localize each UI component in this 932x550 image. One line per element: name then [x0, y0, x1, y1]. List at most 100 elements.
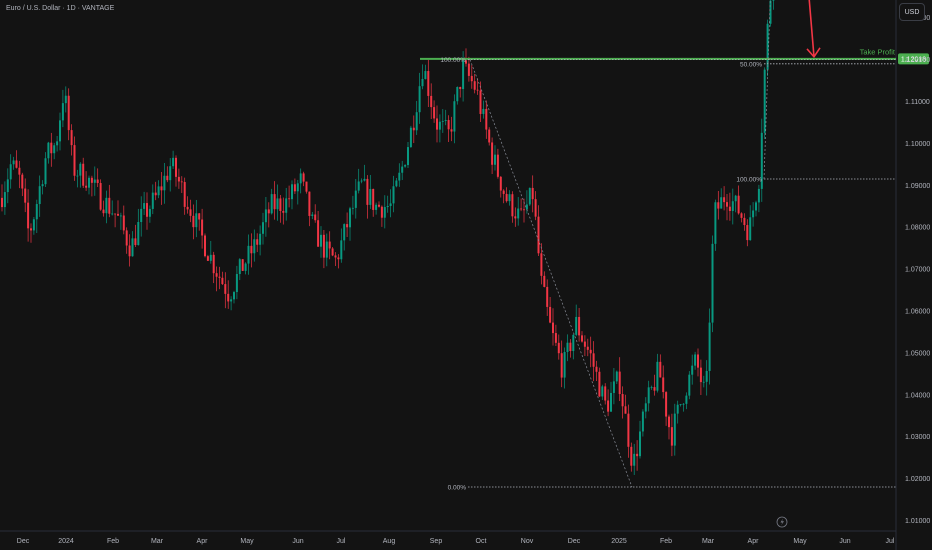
y-tick-label: 1.06000 — [905, 309, 930, 316]
candle-body — [644, 403, 647, 412]
candle-body — [299, 173, 302, 184]
candle-body — [337, 257, 340, 260]
x-tick-label: Aug — [383, 538, 396, 545]
candle-body — [32, 219, 35, 231]
candle-body — [233, 292, 235, 300]
candle-body — [612, 381, 615, 393]
candle-body — [462, 60, 465, 90]
candle-body — [650, 387, 653, 388]
candle-body — [146, 203, 148, 217]
candle-body — [343, 224, 346, 241]
candle-body — [552, 322, 554, 334]
candle-body — [209, 254, 212, 261]
candle-body — [160, 186, 163, 191]
fib-trend-line — [469, 59, 633, 488]
candle-body — [76, 175, 79, 177]
candle-body — [543, 275, 546, 287]
candle-body — [320, 234, 322, 247]
candle-body — [349, 208, 351, 228]
candle-body — [421, 79, 424, 87]
candle-body — [467, 63, 470, 76]
candle-body — [224, 284, 227, 294]
candle-body — [340, 240, 343, 260]
candle-body — [18, 167, 21, 175]
candle-body — [198, 213, 201, 220]
candle-body — [221, 277, 224, 285]
candle-body — [372, 188, 375, 210]
candle-body — [276, 198, 279, 210]
candlestick-series — [1, 0, 775, 475]
candle-body — [134, 238, 137, 246]
candle-body — [395, 180, 398, 187]
candle-body — [685, 395, 688, 404]
candle-body — [1, 197, 3, 208]
candle-body — [575, 316, 578, 335]
x-tick-label: Apr — [197, 538, 209, 545]
candle-body — [766, 23, 769, 70]
candle-body — [27, 202, 30, 229]
candle-body — [383, 207, 386, 218]
y-tick-label: 1.05000 — [905, 350, 930, 357]
candle-body — [143, 203, 146, 209]
candle-body — [595, 366, 598, 372]
candle-body — [163, 175, 166, 191]
candle-body — [560, 353, 563, 378]
x-tick-label: Feb — [660, 538, 672, 545]
candle-body — [12, 160, 15, 165]
candle-body — [734, 195, 737, 202]
candle-body — [15, 160, 18, 168]
candle-body — [772, 0, 775, 1]
candle-body — [354, 190, 357, 208]
x-tick-label: Apr — [748, 538, 760, 545]
candle-body — [697, 354, 699, 368]
candle-body — [569, 342, 572, 352]
candle-body — [366, 178, 369, 205]
candle-body — [728, 206, 731, 211]
candle-body — [444, 120, 447, 121]
candle-body — [253, 239, 256, 254]
candle-body — [427, 71, 430, 96]
candle-body — [659, 361, 662, 378]
candle-body — [311, 214, 314, 216]
candle-body — [206, 256, 209, 261]
candle-body — [192, 215, 195, 228]
candle-body — [726, 202, 728, 207]
y-tick-label: 1.10000 — [905, 141, 930, 148]
candle-body — [151, 192, 154, 209]
take-profit-price: 1.12018 — [901, 56, 926, 63]
y-tick-label: 1.02000 — [905, 476, 930, 483]
candle-body — [554, 333, 557, 343]
candle-body — [752, 210, 755, 218]
candle-body — [705, 370, 708, 382]
candle-body — [102, 209, 105, 214]
candle-body — [746, 225, 749, 241]
candle-body — [9, 164, 12, 180]
y-tick-label: 1.09000 — [905, 183, 930, 190]
candle-body — [641, 411, 644, 432]
candle-body — [85, 185, 88, 188]
candle-body — [633, 453, 636, 466]
candle-body — [618, 371, 621, 395]
x-tick-label: 2024 — [58, 538, 74, 545]
candle-body — [378, 204, 380, 207]
candle-body — [407, 147, 409, 166]
currency-button[interactable]: USD — [899, 3, 925, 21]
candle-body — [717, 202, 720, 209]
candle-body — [73, 145, 76, 176]
candle-body — [494, 154, 496, 165]
candle-body — [93, 179, 96, 183]
candle-body — [166, 175, 169, 181]
candle-body — [201, 219, 204, 236]
candle-body — [673, 413, 676, 446]
candle-body — [668, 416, 670, 428]
candle-body — [670, 427, 673, 446]
candle-body — [154, 192, 157, 196]
fib-right-level-label: 100.00% — [736, 177, 762, 184]
candle-body — [760, 132, 763, 189]
x-tick-label: Sep — [430, 538, 443, 545]
candle-body — [720, 197, 723, 209]
candle-body — [235, 274, 238, 293]
x-tick-label: Nov — [521, 538, 534, 545]
candle-body — [563, 352, 566, 378]
